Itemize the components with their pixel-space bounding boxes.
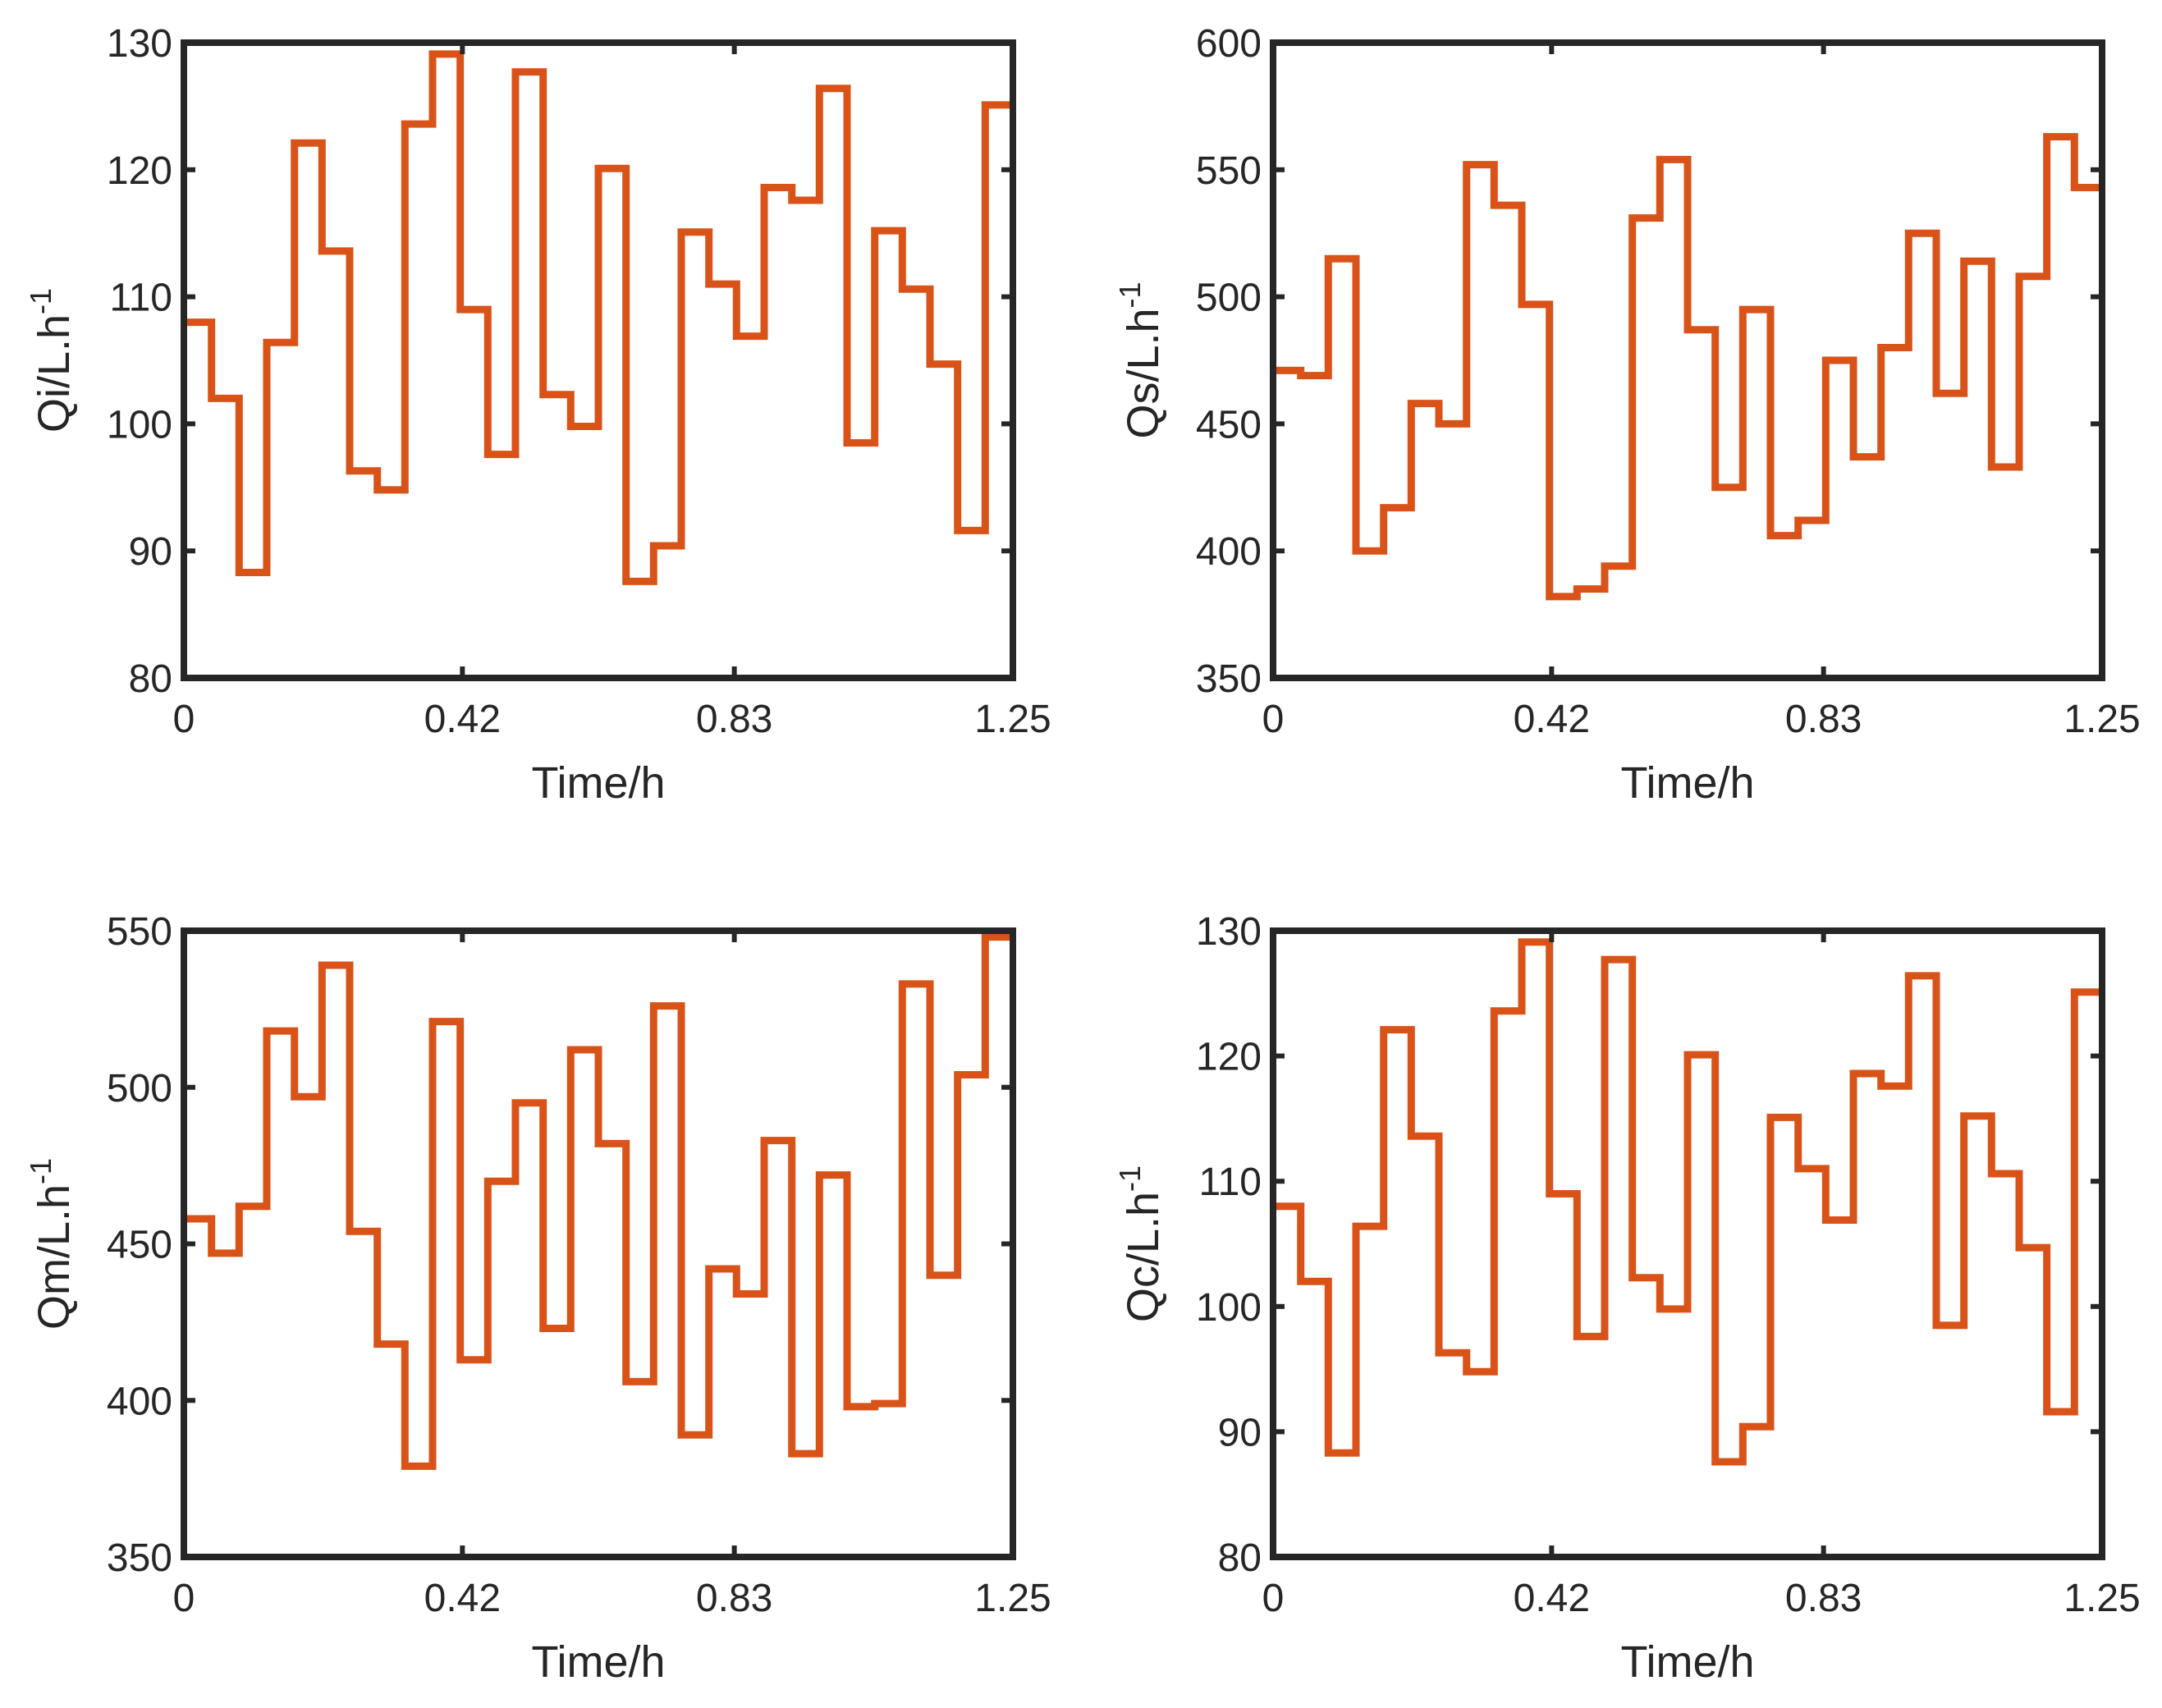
y-tick-label: 350	[107, 1536, 172, 1580]
plot-frame	[1270, 927, 2105, 1560]
y-tick-label: 90	[129, 530, 172, 574]
y-tick-label: 120	[1196, 1036, 1262, 1079]
x-tick-label: 1.25	[974, 1577, 1051, 1620]
y-tick-label: 400	[1196, 530, 1262, 574]
series-line-qs	[1273, 133, 2102, 601]
qc-chart: 0 0.42 0.83 1.25 80 90 100 110 120 130 Time/h Qc/L.…	[1113, 910, 2141, 1687]
x-tick-label: 0	[173, 698, 195, 741]
x-tick-label: 0.42	[424, 698, 501, 741]
y-axis-label: Qi/L.h-1	[24, 288, 79, 433]
x-tick-label: 0	[1262, 1577, 1285, 1620]
y-axis-label-superscript: -1	[1113, 282, 1147, 308]
x-tick-label: 0.83	[1785, 698, 1862, 741]
x-axis-label: Time/h	[531, 758, 665, 808]
x-tick-label: 1.25	[974, 698, 1051, 741]
plot-frame	[1270, 39, 2105, 681]
y-axis-label-text: Qm/L.h	[30, 1184, 79, 1330]
y-axis-label-text: Qc/L.h	[1119, 1192, 1168, 1322]
x-tick-label: 0.42	[424, 1577, 501, 1620]
y-tick-label: 550	[107, 910, 172, 954]
x-axis-label: Time/h	[1620, 758, 1754, 808]
x-tick-label: 0.83	[696, 1577, 772, 1620]
y-tick-label: 450	[1196, 403, 1262, 446]
x-tick-label: 0.42	[1514, 1577, 1590, 1620]
y-tick-label: 600	[1196, 22, 1262, 66]
x-tick-label: 1.25	[2064, 698, 2140, 741]
qs-chart: 0 0.42 0.83 1.25 350 400 450 500 550 600 Time/h Qs/…	[1113, 22, 2141, 808]
x-tick-label: 0	[173, 1577, 195, 1620]
y-tick-label: 550	[1196, 149, 1262, 193]
y-tick-label: 100	[107, 403, 172, 446]
y-tick-label: 450	[107, 1224, 172, 1267]
y-axis-label-text: Qi/L.h	[30, 314, 79, 433]
y-tick-label: 80	[129, 657, 172, 701]
y-tick-label: 110	[109, 277, 172, 320]
plot-frame	[181, 927, 1016, 1560]
x-tick-label: 0.42	[1514, 698, 1590, 741]
x-tick-label: 0	[1262, 698, 1285, 741]
y-tick-label: 110	[1198, 1161, 1262, 1204]
x-tick-label: 1.25	[2064, 1577, 2140, 1620]
y-tick-label: 350	[1196, 657, 1262, 701]
y-axis-label-superscript: -1	[24, 288, 57, 314]
y-tick-label: 400	[107, 1380, 172, 1423]
y-axis-label: Qs/L.h-1	[1113, 282, 1168, 438]
x-axis-label: Time/h	[531, 1637, 665, 1687]
y-axis-label: Qm/L.h-1	[24, 1158, 79, 1330]
series-line-qm	[184, 933, 1013, 1470]
x-axis-label: Time/h	[1620, 1637, 1754, 1687]
y-axis-label-superscript: -1	[1113, 1165, 1147, 1192]
y-axis-label-text: Qs/L.h	[1119, 308, 1168, 438]
x-tick-label: 0.83	[1785, 1577, 1862, 1620]
y-tick-label: 80	[1218, 1536, 1262, 1580]
y-tick-label: 100	[1196, 1286, 1262, 1330]
plot-frame	[181, 39, 1016, 681]
y-tick-label: 500	[1196, 277, 1262, 320]
qi-chart: 0 0.42 0.83 1.25 80 90 100 110 120 130 Time/h Qi/L.…	[24, 22, 1051, 808]
y-tick-label: 90	[1218, 1411, 1262, 1454]
x-tick-label: 0.83	[696, 698, 772, 741]
series-line-qi	[184, 50, 1013, 585]
series-line-qc	[1273, 938, 2102, 1466]
y-axis-label: Qc/L.h-1	[1113, 1165, 1168, 1322]
qm-chart: 0 0.42 0.83 1.25 350 400 450 500 550 Time/h Qm/L.h…	[24, 910, 1051, 1687]
y-axis-label-superscript: -1	[24, 1158, 57, 1184]
y-tick-label: 130	[107, 22, 172, 66]
y-tick-label: 130	[1196, 910, 1262, 954]
y-tick-label: 500	[107, 1067, 172, 1110]
y-tick-label: 120	[107, 149, 172, 193]
